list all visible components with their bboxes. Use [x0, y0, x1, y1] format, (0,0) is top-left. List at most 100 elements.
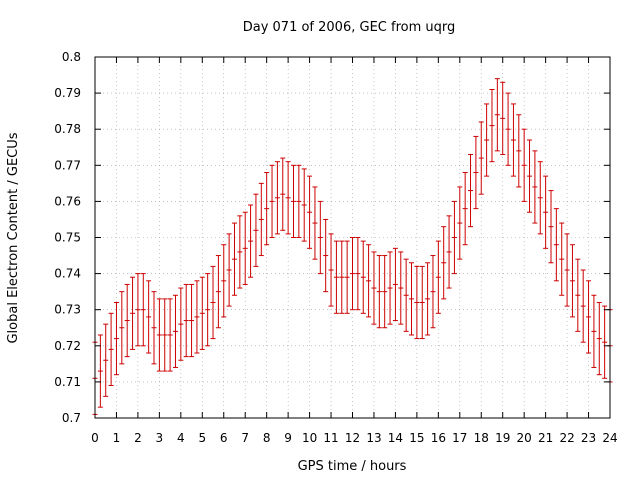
error-bar	[113, 301, 119, 376]
error-bar	[183, 283, 189, 358]
x-tick-label: 21	[538, 431, 553, 445]
error-bar	[435, 240, 441, 314]
error-bar	[419, 265, 425, 340]
error-bar	[237, 215, 243, 289]
x-tick-label: 17	[452, 431, 467, 445]
error-bar	[156, 298, 162, 372]
error-bar	[119, 291, 125, 365]
error-bar	[215, 255, 221, 329]
error-bar	[575, 258, 581, 332]
error-bar	[103, 323, 109, 397]
x-tick-label: 1	[113, 431, 121, 445]
error-bar	[194, 280, 200, 354]
error-bar	[430, 255, 436, 329]
error-bar	[553, 208, 559, 282]
error-bar	[494, 78, 500, 152]
x-tick-label: 22	[559, 431, 574, 445]
error-bar	[371, 251, 377, 325]
x-tick-label: 3	[156, 431, 164, 445]
x-tick-label: 10	[302, 431, 317, 445]
error-bar	[162, 298, 168, 372]
error-bar	[242, 211, 248, 285]
error-bar	[360, 240, 366, 314]
error-bar	[392, 247, 398, 322]
x-tick-label: 4	[177, 431, 185, 445]
error-bar	[451, 200, 457, 275]
x-tick-label: 14	[388, 431, 403, 445]
error-bar	[323, 218, 329, 293]
x-tick-label: 6	[220, 431, 228, 445]
y-tick-label: 0.73	[54, 303, 81, 317]
chart-title: Day 071 of 2006, GEC from uqrg	[243, 20, 456, 35]
error-bar	[301, 168, 307, 242]
error-bar	[446, 215, 452, 289]
error-bar	[140, 273, 146, 347]
error-bar	[124, 283, 130, 358]
x-tick-label: 5	[198, 431, 206, 445]
error-bar	[344, 240, 350, 314]
error-bar	[130, 276, 136, 350]
error-bar	[253, 193, 259, 267]
error-bar	[151, 291, 157, 365]
error-bar	[489, 88, 495, 163]
error-bar	[221, 244, 227, 318]
error-bar	[505, 92, 511, 166]
error-bar	[339, 240, 345, 314]
x-tick-label: 15	[409, 431, 424, 445]
error-bar	[296, 164, 302, 238]
error-bar	[580, 269, 586, 343]
error-bar	[425, 262, 431, 336]
error-bar	[167, 298, 173, 372]
error-bar	[441, 226, 447, 300]
error-bar	[280, 157, 286, 231]
error-bar	[532, 150, 538, 224]
error-bar	[387, 251, 393, 325]
error-bar	[274, 161, 280, 235]
error-bar	[189, 283, 195, 358]
y-tick-label: 0.74	[54, 267, 81, 281]
error-bar	[457, 186, 463, 260]
error-bar	[317, 200, 323, 275]
data-series	[92, 78, 613, 415]
x-tick-label: 23	[581, 431, 596, 445]
error-bar	[478, 121, 484, 195]
error-bar	[382, 255, 388, 329]
error-bar	[264, 172, 270, 246]
error-bar	[312, 186, 318, 260]
error-bar	[602, 305, 608, 379]
error-bar	[97, 334, 103, 408]
x-tick-label: 0	[91, 431, 99, 445]
error-bar	[172, 294, 178, 368]
error-bar	[414, 265, 420, 340]
x-tick-label: 18	[474, 431, 489, 445]
error-bar	[328, 233, 334, 307]
error-bar	[564, 233, 570, 307]
error-bar	[350, 237, 355, 311]
ticks: 0 1 2 3 4 5 6 7 8 9 10 11 12 13 14 15 16 17 18 19 20 21 22 23 24…	[54, 50, 617, 445]
y-tick-label: 0.71	[54, 375, 81, 389]
error-bar	[473, 135, 479, 210]
error-bar	[409, 262, 415, 336]
x-tick-label: 13	[366, 431, 381, 445]
error-bar	[559, 222, 565, 296]
error-bar	[178, 287, 184, 361]
error-bar	[376, 255, 382, 329]
y-tick-label: 0.77	[54, 158, 81, 172]
error-bar	[543, 175, 549, 249]
error-bar	[596, 301, 602, 376]
y-axis-label: Global Electron Content / GECUs	[6, 132, 21, 343]
error-bar	[569, 244, 575, 318]
x-tick-label: 8	[263, 431, 271, 445]
error-bar	[307, 175, 313, 249]
error-bar	[146, 280, 152, 354]
error-bar	[403, 258, 409, 332]
error-bar	[285, 161, 291, 235]
error-bar	[333, 240, 339, 314]
y-tick-label: 0.79	[54, 86, 81, 100]
y-tick-label: 0.75	[54, 231, 81, 245]
y-tick-label: 0.78	[54, 122, 81, 136]
error-bar	[210, 265, 216, 340]
y-tick-label: 0.7	[62, 411, 81, 425]
x-tick-label: 16	[431, 431, 446, 445]
error-bar	[248, 204, 254, 278]
